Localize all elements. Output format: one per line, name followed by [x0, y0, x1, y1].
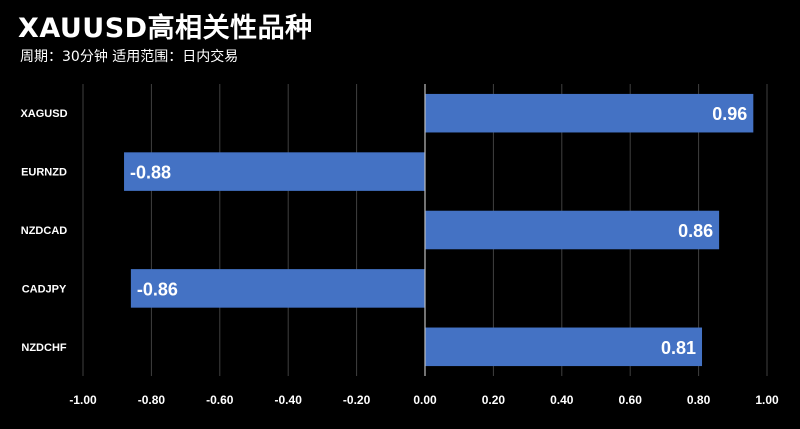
x-tick-label: 0.40: [550, 393, 574, 407]
bar-nzdcad: [425, 210, 720, 250]
data-label: 0.81: [661, 338, 696, 358]
bar-eurnzd: [124, 152, 425, 191]
data-label: -0.86: [137, 279, 178, 299]
bar-cadjpy: [130, 269, 425, 308]
chart-title: XAUUSD高相关性品种: [18, 13, 313, 44]
category-label: XAGUSD: [20, 108, 67, 120]
x-tick-label: 0.00: [413, 393, 437, 407]
data-label: 0.96: [712, 104, 747, 124]
x-tick-label: -0.60: [206, 393, 234, 407]
x-tick-label: 1.00: [755, 393, 779, 407]
x-tick-label: 0.80: [687, 393, 711, 407]
chart-subtitle: 周期：30分钟 适用范围：日内交易: [20, 49, 239, 65]
category-label: NZDCHF: [21, 342, 66, 354]
x-tick-label: -0.40: [275, 393, 303, 407]
x-tick-label: 0.60: [619, 393, 643, 407]
category-label: CADJPY: [22, 283, 67, 295]
x-tick-label: -1.00: [69, 393, 97, 407]
category-label: EURNZD: [21, 167, 67, 179]
x-tick-label: -0.20: [343, 393, 371, 407]
bar-nzdchf: [425, 327, 703, 367]
x-tick-label: -0.80: [138, 393, 166, 407]
bar-xagusd: [425, 93, 754, 133]
x-tick-label: 0.20: [482, 393, 506, 407]
data-label: -0.88: [130, 163, 171, 183]
data-label: 0.86: [678, 221, 713, 241]
category-label: NZDCAD: [21, 225, 67, 237]
